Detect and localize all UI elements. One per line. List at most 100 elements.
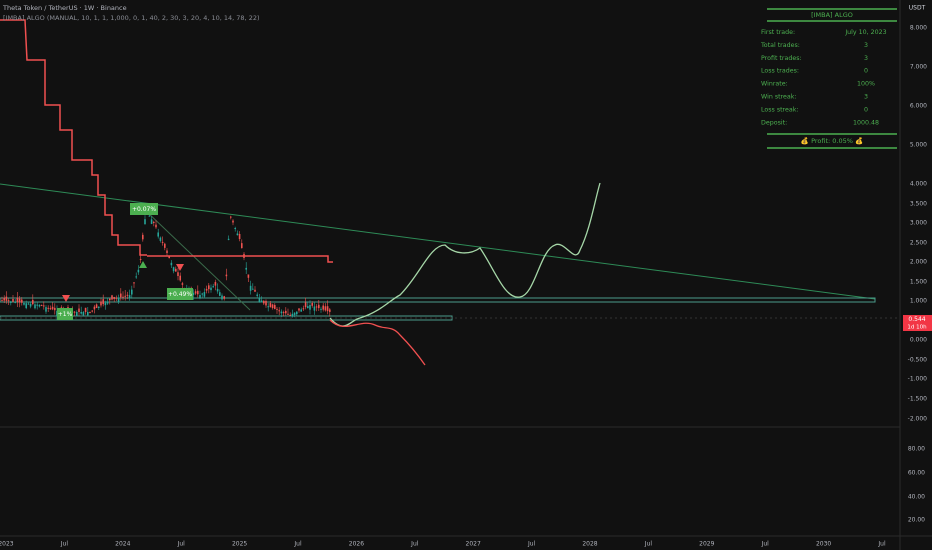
candle-body: [232, 220, 234, 223]
buy-marker: [139, 261, 147, 268]
candle-body: [166, 250, 168, 253]
candle-body: [285, 310, 287, 314]
candle-body: [73, 311, 76, 313]
trade-label-text: +0.49%: [168, 291, 192, 298]
candle-body: [287, 313, 289, 315]
candle-body: [172, 267, 175, 272]
stat-label: Deposit:: [761, 119, 787, 126]
candle-body: [214, 282, 217, 286]
candle-body: [256, 294, 258, 296]
stat-value: 0: [864, 106, 868, 113]
candle-body: [280, 311, 283, 314]
candle-body: [87, 312, 89, 316]
time-tick-label: 2025: [232, 541, 247, 548]
stat-value: 3: [864, 42, 868, 49]
candle-body: [122, 296, 124, 298]
time-tick-label: 2029: [699, 541, 714, 548]
candle-body: [104, 302, 107, 306]
drawings: +0.07% +0.49% +1%: [0, 19, 900, 366]
candle-body: [219, 292, 221, 296]
candle-body: [23, 303, 25, 305]
candle-body: [241, 243, 243, 249]
price-tick-label: 1.000: [910, 298, 927, 305]
time-tick-label: 2027: [466, 541, 481, 548]
candle-body: [113, 296, 115, 299]
candle-body: [1, 300, 3, 302]
candle-body: [18, 298, 21, 303]
trade-label-text: +0.07%: [132, 206, 156, 213]
candle-body: [271, 304, 274, 309]
last-price-tag: [903, 315, 932, 331]
candle-body: [7, 300, 10, 302]
candle-body: [300, 309, 302, 312]
candle-body: [111, 295, 113, 300]
candle-body: [296, 311, 298, 315]
candle-body: [318, 304, 320, 309]
candle-body: [148, 215, 151, 217]
candle-body: [205, 288, 208, 291]
candle-body: [230, 216, 232, 218]
candle-body: [243, 253, 245, 258]
candle-body: [16, 297, 19, 303]
indicator-title: [IMBA] ALGO (MANUAL, 10, 1, 1, 1,000, 0,…: [3, 14, 260, 22]
candle-body: [309, 305, 311, 310]
time-tick-label: Jul: [644, 541, 653, 548]
time-tick-label: 2026: [349, 541, 364, 548]
candle-body: [252, 288, 254, 290]
candle-body: [144, 219, 146, 225]
last-price: 0.544: [908, 316, 925, 323]
candle-body: [25, 303, 27, 309]
candle-body: [47, 307, 49, 309]
candle-body: [170, 262, 173, 266]
candle-body: [93, 306, 96, 310]
price-tick-label: 1.500: [910, 279, 927, 286]
candle-body: [109, 298, 111, 301]
trade-label: [167, 288, 193, 300]
time-tick-label: 2023: [0, 541, 14, 548]
candle-body: [329, 309, 331, 312]
candle-body: [32, 299, 34, 305]
candle-body: [51, 306, 54, 310]
lower-axis: 80.00 60.00 40.00 20.00: [908, 446, 925, 524]
sell-marker: [176, 264, 184, 271]
candle-body: [210, 287, 212, 291]
stat-value: 3: [864, 94, 868, 101]
stat-label: Loss streak:: [761, 106, 799, 113]
candle-body: [3, 297, 5, 301]
trailing-stop: [0, 19, 147, 256]
time-tick-label: Jul: [177, 541, 186, 548]
stat-label: Winrate:: [761, 81, 788, 88]
candle-body: [258, 297, 261, 303]
candle-body: [124, 295, 126, 297]
candle-body: [269, 303, 272, 308]
stat-value: July 10, 2023: [844, 29, 886, 36]
candle-body: [139, 258, 142, 260]
candle-body: [34, 304, 36, 309]
candle-body: [78, 308, 80, 312]
candle-body: [54, 307, 56, 311]
stat-value: 3: [864, 55, 868, 62]
candle-body: [142, 234, 144, 240]
candle-body: [304, 302, 307, 308]
candle-body: [181, 283, 184, 285]
candle-body: [43, 305, 45, 307]
candle-body: [197, 290, 199, 295]
candle-body: [223, 296, 225, 299]
stat-value: 1000.48: [853, 119, 879, 126]
candle-body: [100, 301, 102, 306]
candle-body: [278, 310, 280, 312]
candle-body: [12, 298, 14, 302]
stat-label: Win streak:: [761, 94, 797, 101]
candle-body: [95, 304, 98, 309]
candle-body: [120, 293, 122, 298]
stat-label: Total trades:: [760, 42, 800, 49]
candle-body: [245, 267, 247, 270]
price-tick-label: 6.000: [910, 103, 927, 110]
candle-body: [203, 292, 206, 297]
candle-body: [227, 238, 230, 240]
price-tick-label: 7.000: [910, 64, 927, 71]
trade-label: [57, 308, 73, 320]
panel-profit: 💰 Profit: 0.05% 💰: [801, 137, 863, 145]
